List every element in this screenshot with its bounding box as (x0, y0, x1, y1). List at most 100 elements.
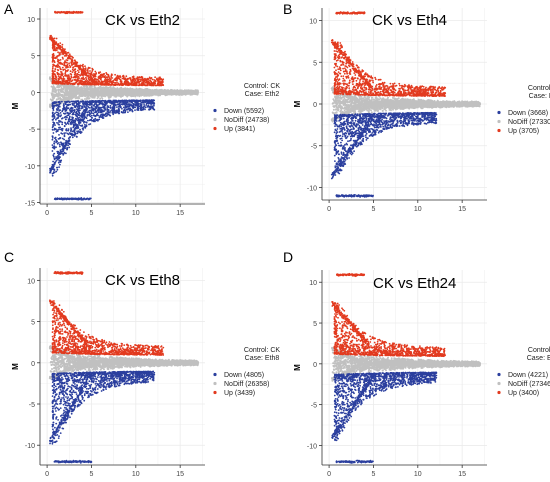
data-point (99, 107, 101, 110)
data-point (85, 125, 88, 128)
data-point (119, 87, 122, 90)
data-point (73, 109, 76, 111)
data-point (101, 97, 104, 100)
data-point (115, 109, 118, 112)
data-point (151, 78, 154, 81)
data-point (59, 115, 62, 118)
data-point (81, 95, 84, 98)
data-point (57, 88, 60, 91)
data-point (65, 197, 68, 200)
data-point (77, 119, 80, 122)
data-point (176, 89, 179, 92)
data-point (62, 91, 65, 94)
data-point (109, 104, 112, 107)
data-point (54, 161, 57, 164)
data-point (56, 117, 58, 120)
data-point (113, 94, 116, 97)
data-point (164, 92, 167, 94)
data-point (91, 100, 94, 102)
data-point (150, 92, 153, 95)
data-point (76, 112, 79, 115)
data-point (99, 88, 102, 91)
data-point (121, 99, 124, 102)
data-point (80, 107, 83, 110)
data-point (89, 90, 92, 93)
data-point (97, 119, 99, 121)
data-point (95, 106, 98, 109)
data-point (132, 99, 135, 102)
data-point (93, 96, 96, 99)
data-point (64, 90, 67, 92)
data-point (60, 128, 63, 131)
data-point (99, 97, 102, 100)
data-point (115, 111, 118, 114)
data-point (63, 138, 65, 141)
data-point (140, 89, 143, 92)
data-point (78, 122, 81, 125)
data-point (76, 136, 78, 138)
data-point (137, 88, 140, 91)
data-point (111, 111, 114, 114)
data-point (82, 93, 84, 96)
data-point (134, 109, 136, 111)
data-point (57, 51, 59, 54)
data-point (64, 144, 67, 146)
data-point (71, 116, 73, 118)
data-point (84, 100, 86, 103)
data-point (147, 105, 150, 108)
data-point (184, 92, 187, 95)
data-point (117, 103, 120, 106)
data-point (78, 116, 80, 119)
data-point (57, 108, 60, 110)
data-point (141, 92, 144, 94)
data-point (106, 114, 108, 117)
data-point (89, 70, 91, 72)
data-point (129, 103, 131, 105)
data-point (107, 105, 109, 107)
data-point (112, 102, 115, 105)
data-point (135, 100, 138, 103)
data-point (66, 100, 69, 103)
data-point (63, 132, 66, 135)
data-point (84, 127, 87, 129)
data-point (79, 128, 81, 131)
data-point (65, 123, 67, 126)
data-point (51, 99, 53, 102)
data-point (117, 94, 120, 97)
data-point (85, 104, 88, 106)
data-point (109, 106, 112, 109)
data-point (175, 93, 178, 96)
data-point (52, 124, 54, 126)
data-point (101, 102, 104, 104)
data-point (59, 153, 62, 156)
data-point (117, 91, 120, 93)
data-point (65, 108, 68, 111)
data-point (88, 114, 91, 117)
data-point (144, 94, 147, 96)
data-point (64, 102, 67, 105)
data-point (94, 100, 97, 103)
data-point (154, 76, 157, 79)
data-point (58, 134, 60, 136)
data-point (109, 110, 111, 113)
data-point (61, 150, 64, 153)
data-point (113, 107, 116, 109)
data-point (143, 103, 146, 105)
data-point (142, 106, 145, 109)
data-point (55, 160, 58, 162)
data-point (88, 86, 91, 89)
data-point (147, 92, 150, 94)
data-point (93, 104, 95, 107)
data-point (193, 91, 196, 94)
data-point (65, 118, 67, 121)
data-point (92, 109, 95, 112)
data-point (70, 129, 72, 132)
data-point (95, 115, 97, 117)
plot-grid (40, 8, 205, 204)
data-point (79, 91, 82, 94)
data-point (62, 147, 64, 150)
data-point (74, 90, 77, 93)
data-point (55, 128, 57, 131)
data-point (71, 130, 74, 133)
data-point (117, 106, 120, 108)
